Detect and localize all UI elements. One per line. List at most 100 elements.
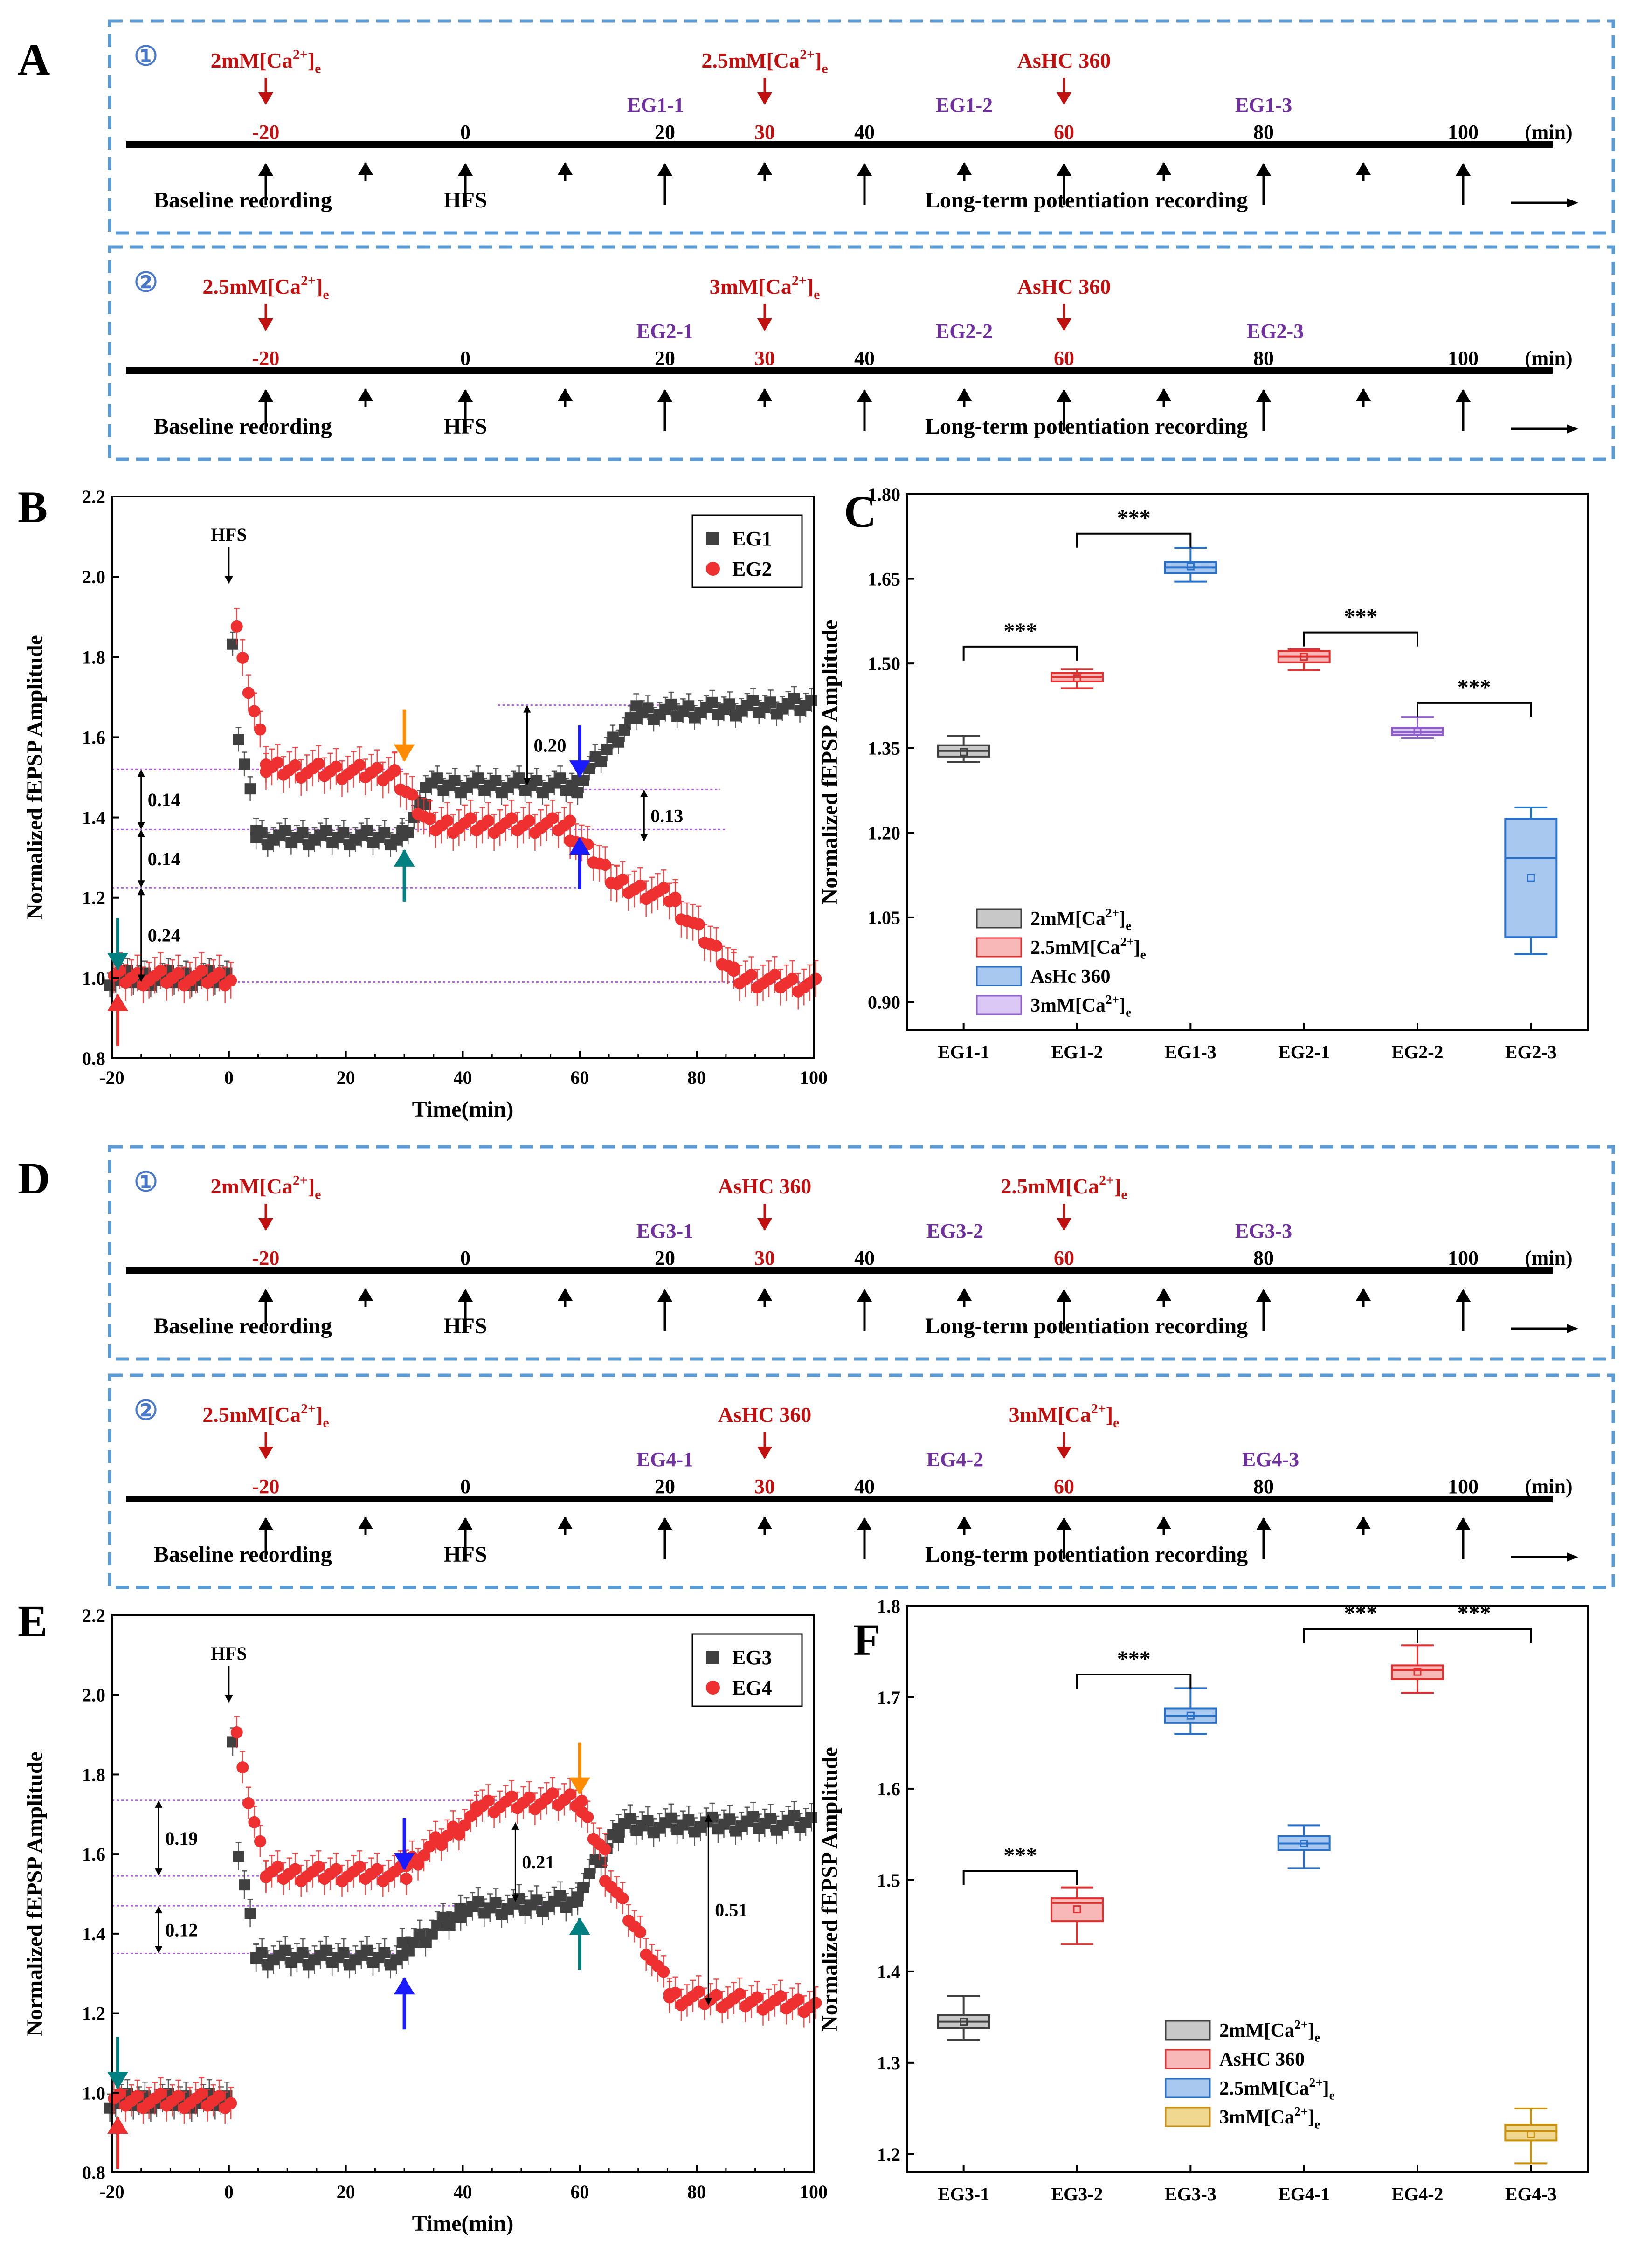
box-mean [1073,1905,1081,1914]
data-point [765,1813,776,1824]
timeline-tick-label: 0 [460,1247,470,1269]
timeline-stimulus-arrow-small-head [1156,162,1171,175]
legend-swatch [976,937,1022,958]
treatment-arrow-down-head [569,760,590,778]
box-iqr [1051,1897,1104,1923]
data-point [669,895,682,907]
data-point [490,1897,502,1909]
legend-label: EG2 [732,558,772,580]
hfs-arrow-head [224,576,234,584]
timeline-stimulus-arrow-head [1057,1517,1071,1530]
box-eg4-1 [1277,1824,1331,1869]
timeline-stimulus-arrow-head [657,163,672,176]
timeline-treatment-arrow-head [1057,92,1071,105]
x-tick-label: EG1-1 [938,1041,989,1062]
data-point [634,1926,647,1938]
timeline-treatment-arrow-head [1057,1447,1071,1459]
legend-label: 2mM[Ca2+]e [1219,2018,1320,2044]
data-point [131,2090,144,2103]
y-tick-label: 1.65 [868,569,900,590]
plot-frame [906,493,1589,1031]
timeline-treatment-label: 2mM[Ca2+]e [211,1173,321,1202]
data-point [657,882,670,895]
box-eg1-2 [1051,668,1104,689]
box-mean [1300,653,1308,661]
treatment-arrow-up-head [569,837,590,855]
data-point [572,787,583,799]
timeline-row-number: ① [134,1167,158,1197]
chart-panel-b: -20 0 20 40 60 80 100 0.8 1.0 1.2 1.4 1.6 1.8 2.0 2.2 T… [22,486,828,1122]
box-eg4-3 [1504,2107,1558,2165]
data-point [213,2090,226,2103]
y-tick-label: 1.6 [82,1844,105,1865]
series-eg2 [108,607,822,1010]
data-point [806,695,817,706]
timeline-stimulus-arrow-head [258,389,273,402]
data-point [724,1813,736,1825]
data-point [505,812,518,825]
data-point [402,827,414,838]
timeline-tick-label: 0 [460,1475,470,1498]
data-point [727,965,740,977]
timeline-treatment-arrow-head [757,1218,772,1231]
timeline-group-label: EG3-2 [926,1220,983,1242]
timeline-panel-d: ① -20 0 20 30 40 60 80 100 (min) 2mM[Ca2+]e AsHC 36… [108,1145,1615,1589]
y-tick-label: 1.35 [868,738,900,759]
box-iqr [1504,818,1558,938]
timeline-stimulus-arrow-head [458,1517,473,1530]
data-point [225,974,237,987]
data-point [172,2090,185,2103]
timeline-stimulus-arrow-head [1456,163,1471,176]
timeline-treatment-label: AsHC 360 [718,1174,812,1198]
data-point [441,814,454,827]
data-point [236,652,249,664]
difference-value: 0.12 [165,1919,198,1940]
data-point [248,1816,261,1828]
timeline-baseline-label: Baseline recording [154,1542,332,1567]
box-mean [1527,2130,1535,2138]
data-point [546,1787,559,1800]
data-point [242,687,255,699]
data-point [195,2087,208,2100]
timeline-ltp-label: Long-term potentiation recording [925,414,1248,439]
timeline-stimulus-arrow-small-head [757,1517,772,1529]
difference-value: 0.14 [148,789,180,810]
panel-letter-a: A [18,34,50,84]
data-point [599,859,611,871]
legend-marker [706,562,720,576]
data-point [786,972,799,985]
x-tick-label: EG4-1 [1278,2184,1330,2205]
panel-letter-c: C [844,487,876,537]
x-tick-label: EG1-3 [1165,1041,1216,1062]
box-eg2-2 [1391,716,1444,739]
timeline-treatment-arrow-head [258,1218,273,1231]
data-point [406,788,419,801]
timeline-group-label: EG2-2 [936,320,993,343]
timeline-box [108,19,1615,235]
timeline-row-1: ① -20 0 20 30 40 60 80 100 (min) 2mM[Ca2+]e AsHC 36… [108,1145,1615,1361]
significance-label: *** [1458,675,1491,700]
timeline-stimulus-arrow-small-head [957,1288,972,1301]
timeline-unit: (min) [1525,1247,1573,1269]
data-point [371,762,383,774]
timeline-group-label: EG2-1 [636,320,693,343]
data-point [599,1843,611,1855]
timeline-stimulus-arrow-head [857,1289,872,1302]
timeline-stimulus-arrow-head [458,1289,473,1302]
timeline-stimulus-arrow-head [657,389,672,402]
timeline-panel-a: ① -20 0 20 30 40 60 80 100 (min) 2mM[Ca2+]e 2.5mM[C… [108,19,1615,461]
timeline-stimulus-arrow-head [1456,389,1471,402]
x-tick-label: 60 [570,1067,589,1088]
x-tick-label: EG2-2 [1391,1041,1443,1062]
timeline-group-label: EG1-1 [627,94,684,117]
timeline-stimulus-arrow-small-head [558,388,573,401]
legend-swatch [1165,2107,1211,2127]
treatment-arrow-down-head [569,1777,590,1795]
legend-label: 2mM[Ca2+]e [1030,906,1131,932]
y-tick-label: 2.2 [82,1605,105,1626]
timeline-stimulus-arrow-small-head [358,388,373,401]
timeline-tick-label: -20 [252,1475,280,1498]
timeline-treatment-label: AsHC 360 [1017,275,1111,298]
timeline-tick-label: 100 [1448,121,1479,144]
